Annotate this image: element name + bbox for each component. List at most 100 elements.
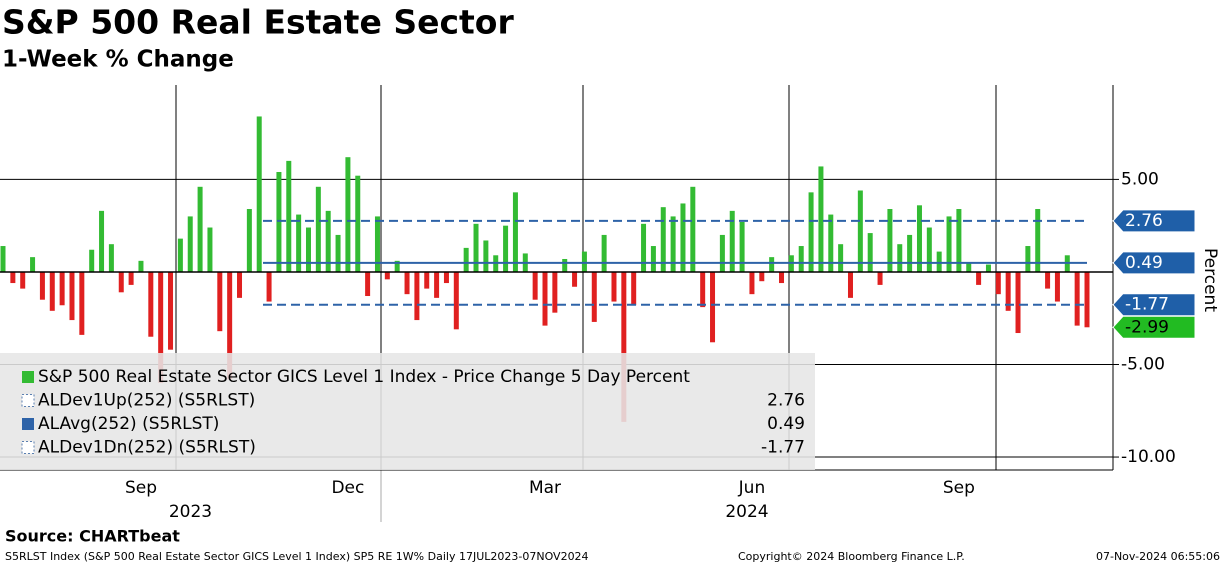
bar xyxy=(729,210,735,272)
x-tick-label: Sep xyxy=(943,478,975,498)
bar xyxy=(1015,271,1021,334)
legend-value: -1.77 xyxy=(761,438,805,458)
bar xyxy=(59,271,65,306)
value-tag xyxy=(1112,209,1196,233)
bar xyxy=(434,271,440,298)
bar xyxy=(769,257,775,272)
y-tick-label: -10.00 xyxy=(1121,447,1176,467)
bar xyxy=(118,271,124,293)
bar xyxy=(1084,271,1090,328)
bar xyxy=(611,271,617,302)
bar xyxy=(591,271,597,322)
legend-swatch xyxy=(21,441,35,454)
bar xyxy=(177,238,183,272)
bar xyxy=(995,271,1001,295)
bar xyxy=(79,271,85,335)
bar xyxy=(631,271,637,306)
footer-info: S5RLST Index (S&P 500 Real Estate Sector… xyxy=(5,550,589,563)
bar xyxy=(138,260,144,272)
bar xyxy=(158,271,164,384)
bar xyxy=(384,271,390,280)
bar xyxy=(483,240,489,272)
legend-value: 0.49 xyxy=(767,414,805,434)
legend-entry: ALAvg(252) (S5RLST) xyxy=(38,414,219,434)
bar xyxy=(926,227,932,272)
bar xyxy=(985,264,991,272)
y-tick-label: 5.00 xyxy=(1121,169,1159,189)
bar xyxy=(305,227,311,272)
year-label: 2024 xyxy=(725,502,768,522)
bar xyxy=(1045,271,1051,289)
bar xyxy=(976,271,982,285)
bar xyxy=(897,244,903,272)
y-tick-label: -5.00 xyxy=(1121,354,1165,374)
bar xyxy=(325,210,331,272)
legend-entry: S&P 500 Real Estate Sector GICS Level 1 … xyxy=(38,367,690,387)
bar xyxy=(887,209,893,272)
bar xyxy=(532,271,538,300)
bar xyxy=(946,216,952,272)
x-tick-label: Mar xyxy=(529,478,561,498)
source: Source: CHARTbeat xyxy=(5,527,180,546)
bar xyxy=(69,271,75,321)
bar xyxy=(956,209,962,272)
value-tag xyxy=(1112,293,1196,317)
x-tick-label: Dec xyxy=(331,478,364,498)
bar xyxy=(128,271,134,285)
x-tick-label: Jun xyxy=(738,478,766,498)
bar xyxy=(49,271,55,311)
bar xyxy=(512,192,518,272)
bar xyxy=(473,223,479,272)
bar xyxy=(345,157,351,272)
bar xyxy=(463,247,469,272)
bar xyxy=(315,186,321,272)
bar xyxy=(562,258,568,272)
footer-copyright: Copyright© 2024 Bloomberg Finance L.P. xyxy=(738,550,965,563)
bar xyxy=(1005,271,1011,311)
legend: S&P 500 Real Estate Sector GICS Level 1 … xyxy=(0,353,815,470)
bar xyxy=(365,271,371,297)
legend-entry: ALDev1Up(252) (S5RLST) xyxy=(38,391,255,411)
bar xyxy=(660,207,666,272)
year-label: 2023 xyxy=(169,502,212,522)
bar xyxy=(20,271,26,289)
bar xyxy=(867,233,873,272)
bar xyxy=(99,210,105,272)
bar xyxy=(217,271,223,332)
bar xyxy=(966,262,972,272)
bar xyxy=(857,190,863,272)
bar xyxy=(168,271,174,350)
bar xyxy=(424,271,430,289)
last-value-tag-label: -2.99 xyxy=(1125,317,1169,337)
bar xyxy=(759,271,765,282)
bar xyxy=(818,166,824,272)
bar xyxy=(227,271,233,380)
bar xyxy=(690,186,696,272)
bar xyxy=(256,116,262,272)
bar xyxy=(552,271,558,313)
bar xyxy=(907,234,913,272)
bar xyxy=(0,246,6,272)
legend-entry: ALDev1Dn(252) (S5RLST) xyxy=(38,438,256,458)
bar xyxy=(1054,271,1060,302)
bar xyxy=(187,216,193,272)
bar xyxy=(207,227,213,272)
bar xyxy=(108,244,114,272)
bar xyxy=(542,271,548,326)
bar xyxy=(877,271,883,285)
value-tag xyxy=(1112,251,1196,275)
bar xyxy=(1074,271,1080,326)
bar xyxy=(355,175,361,272)
bar xyxy=(572,271,578,287)
bar xyxy=(936,251,942,272)
legend-swatch xyxy=(22,371,34,383)
legend-swatch xyxy=(22,418,34,430)
bar xyxy=(39,271,45,300)
bar xyxy=(710,271,716,343)
value-tag-label: -1.77 xyxy=(1125,295,1169,315)
bar xyxy=(30,257,36,272)
bar xyxy=(749,271,755,295)
bar xyxy=(286,160,292,272)
y-axis-label: Percent xyxy=(1200,248,1220,312)
